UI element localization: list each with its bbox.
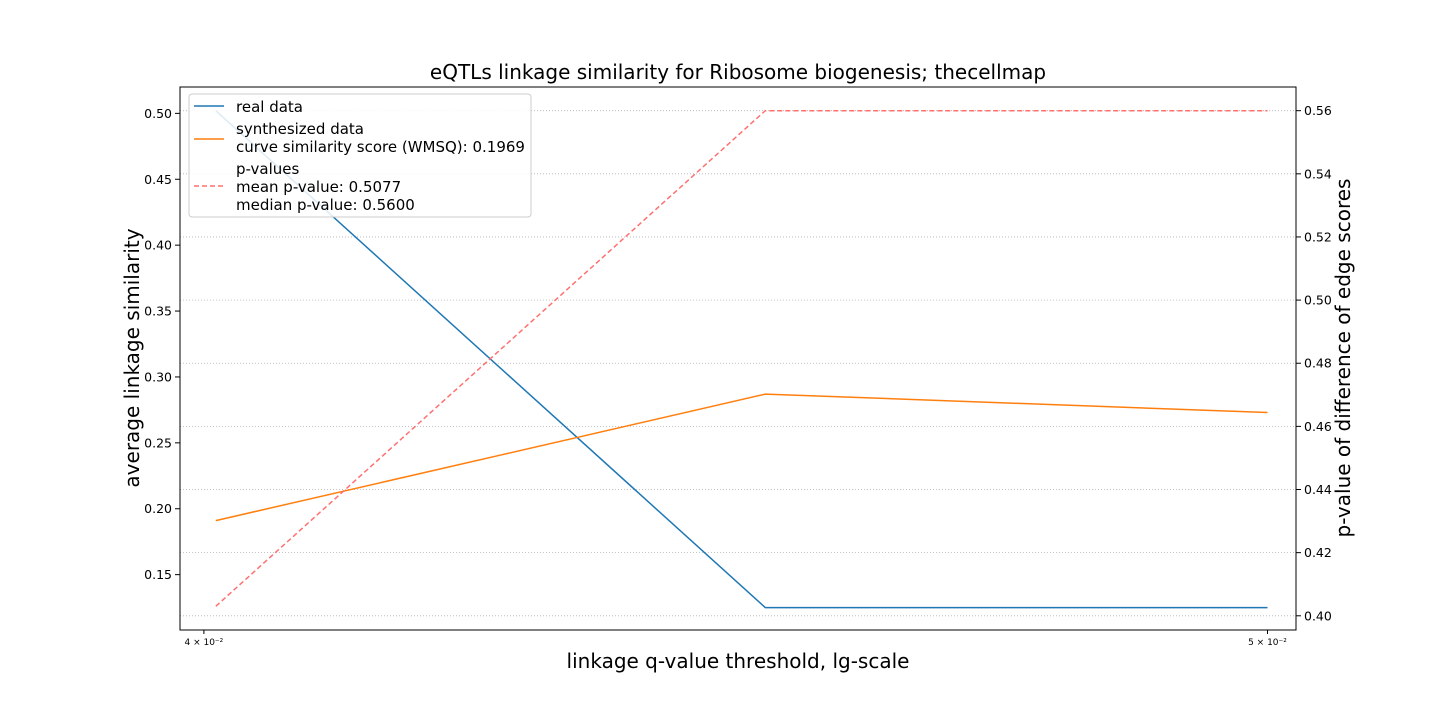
y-axis-label: average linkage similarity (120, 228, 144, 487)
series-line-0 (215, 110, 1268, 609)
y-tick-label: 0.30 (144, 369, 172, 384)
x-tick-label: 5 × 10⁻² (1248, 638, 1287, 648)
y-axis-label-right: p-value of difference of edge scores (1331, 179, 1355, 538)
y-right-tick-label: 0.54 (1304, 166, 1332, 181)
legend-label: curve similarity score (WMSQ): 0.1969 (236, 138, 525, 156)
legend-label: real data (236, 98, 303, 116)
y-right-tick-label: 0.48 (1304, 356, 1332, 371)
y-tick-label: 0.35 (144, 304, 172, 319)
grid-lines (180, 110, 1296, 617)
legend-label: synthesized data (236, 120, 364, 138)
legend-label: p-values (236, 160, 300, 178)
y-right-tick-label: 0.44 (1304, 482, 1332, 497)
y-tick-label: 0.25 (144, 435, 172, 450)
chart-title: eQTLs linkage similarity for Ribosome bi… (430, 60, 1046, 84)
y-tick-label: 0.45 (144, 172, 172, 187)
y-tick-label: 0.50 (144, 106, 172, 121)
y-tick-label: 0.15 (144, 567, 172, 582)
legend-box (188, 93, 532, 218)
x-tick-label: 4 × 10⁻² (184, 638, 223, 648)
y-right-tick-label: 0.42 (1304, 545, 1332, 560)
y-right-tick-label: 0.56 (1304, 103, 1332, 118)
series-line-1 (215, 393, 1268, 522)
y-right-tick-label: 0.50 (1304, 293, 1332, 308)
legend-label: median p-value: 0.5600 (236, 196, 415, 214)
legend-label: mean p-value: 0.5077 (236, 178, 401, 196)
y-right-tick-label: 0.46 (1304, 419, 1332, 434)
plot-frame (179, 86, 1297, 631)
y-tick-label: 0.40 (144, 238, 172, 253)
y-right-tick-label: 0.52 (1304, 229, 1332, 244)
x-axis-label: linkage q-value threshold, lg-scale (567, 649, 910, 673)
right-axis-ticks: 0.40 0.42 0.44 0.46 0.48 0.50 0.52 0.54 0.56 (1296, 103, 1332, 623)
y-tick-label: 0.20 (144, 501, 172, 516)
y-right-tick-label: 0.40 (1304, 608, 1332, 623)
plot-series (215, 109, 1268, 609)
series-line-2 (215, 109, 1268, 607)
x-axis-ticks: 4 × 10⁻² 5 × 10⁻² (184, 630, 1287, 648)
left-axis-ticks: 0.15 0.20 0.25 0.30 0.35 0.40 0.45 0.50 (144, 106, 180, 582)
